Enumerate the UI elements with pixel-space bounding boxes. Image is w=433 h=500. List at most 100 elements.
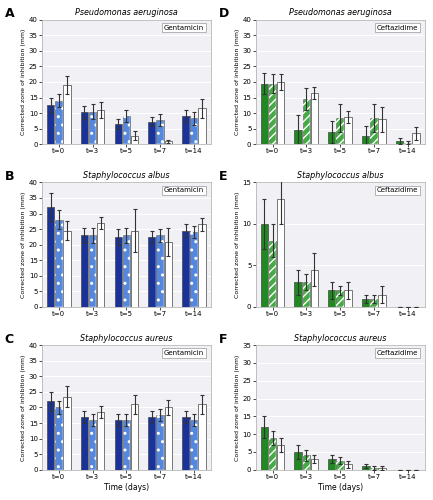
Bar — [55, 100, 63, 144]
Bar — [55, 408, 63, 470]
Bar — [269, 240, 276, 307]
Text: C: C — [5, 332, 14, 345]
Text: F: F — [218, 332, 227, 345]
Bar — [269, 84, 276, 144]
Bar — [370, 468, 378, 469]
Bar — [115, 237, 122, 307]
Bar — [156, 236, 164, 307]
Bar — [47, 208, 55, 307]
Bar — [123, 116, 130, 144]
Bar — [156, 415, 164, 470]
Bar — [81, 236, 88, 307]
Bar — [89, 236, 97, 307]
Bar — [156, 120, 164, 144]
Bar — [370, 118, 378, 144]
Bar — [165, 141, 172, 144]
Bar — [294, 452, 302, 469]
Bar — [310, 270, 318, 307]
Bar — [165, 242, 172, 307]
Bar — [123, 420, 130, 470]
Bar — [55, 220, 63, 307]
Bar — [81, 417, 88, 470]
Bar — [81, 112, 88, 144]
Bar — [115, 124, 122, 144]
Title: Staphylococcus albus: Staphylococcus albus — [83, 171, 170, 180]
Bar — [404, 142, 411, 144]
Bar — [269, 438, 276, 470]
Text: Gentamicin: Gentamicin — [164, 188, 204, 194]
Text: Gentamicin: Gentamicin — [164, 350, 204, 356]
Bar — [269, 84, 276, 144]
Title: Pseudomonas aeruginosa: Pseudomonas aeruginosa — [75, 8, 178, 18]
Bar — [362, 298, 370, 307]
Bar — [378, 294, 386, 307]
Bar — [131, 136, 138, 144]
Y-axis label: Corrected zone of inhibition (mm): Corrected zone of inhibition (mm) — [21, 29, 26, 135]
Bar — [97, 110, 104, 144]
Bar — [269, 438, 276, 470]
Bar — [182, 230, 190, 307]
Bar — [277, 82, 284, 144]
Bar — [89, 112, 97, 144]
Bar — [303, 282, 310, 307]
Bar — [55, 100, 63, 144]
Bar — [47, 401, 55, 469]
Title: Pseudomonas aeruginosa: Pseudomonas aeruginosa — [289, 8, 391, 18]
Bar — [182, 116, 190, 144]
Bar — [303, 99, 310, 144]
Bar — [310, 93, 318, 144]
Bar — [336, 118, 344, 144]
Y-axis label: Corrected zone of inhibition (mm): Corrected zone of inhibition (mm) — [235, 354, 240, 461]
Bar — [303, 456, 310, 469]
Text: E: E — [218, 170, 227, 183]
Bar — [131, 404, 138, 469]
Bar — [165, 408, 172, 470]
Bar — [294, 282, 302, 307]
Bar — [303, 282, 310, 307]
Bar — [89, 420, 97, 470]
Bar — [190, 420, 198, 470]
Bar — [370, 298, 378, 307]
Bar — [47, 106, 55, 144]
Bar — [123, 420, 130, 470]
X-axis label: Time (days): Time (days) — [104, 482, 149, 492]
Bar — [55, 408, 63, 470]
Bar — [310, 459, 318, 469]
Bar — [294, 130, 302, 144]
Bar — [190, 118, 198, 144]
X-axis label: Time (days): Time (days) — [317, 482, 363, 492]
Bar — [63, 230, 71, 307]
Bar — [198, 108, 206, 144]
Y-axis label: Corrected zone of inhibition (mm): Corrected zone of inhibition (mm) — [21, 192, 26, 298]
Bar — [328, 459, 336, 469]
Bar — [63, 396, 71, 469]
Text: Ceftazidime: Ceftazidime — [377, 350, 418, 356]
Bar — [149, 417, 156, 470]
Bar — [328, 132, 336, 144]
Bar — [190, 232, 198, 307]
Text: B: B — [5, 170, 14, 183]
Text: Gentamicin: Gentamicin — [164, 24, 204, 30]
Bar — [89, 420, 97, 470]
Bar — [182, 417, 190, 470]
Bar — [156, 415, 164, 470]
Text: D: D — [218, 7, 229, 20]
Bar — [336, 290, 344, 307]
Bar — [123, 236, 130, 307]
Bar — [190, 118, 198, 144]
Bar — [336, 461, 344, 469]
Bar — [261, 224, 268, 307]
Bar — [345, 290, 352, 307]
Y-axis label: Corrected zone of inhibition (mm): Corrected zone of inhibition (mm) — [235, 192, 240, 298]
Bar — [396, 141, 404, 144]
Bar — [277, 199, 284, 307]
Title: Staphylococcus aureus: Staphylococcus aureus — [294, 334, 386, 343]
Bar — [261, 84, 268, 144]
Bar — [412, 134, 420, 144]
Bar — [336, 290, 344, 307]
Bar — [370, 118, 378, 144]
Bar — [378, 468, 386, 469]
Bar — [89, 236, 97, 307]
Y-axis label: Corrected zone of inhibition (mm): Corrected zone of inhibition (mm) — [235, 29, 240, 135]
Y-axis label: Corrected zone of inhibition (mm): Corrected zone of inhibition (mm) — [21, 354, 26, 461]
